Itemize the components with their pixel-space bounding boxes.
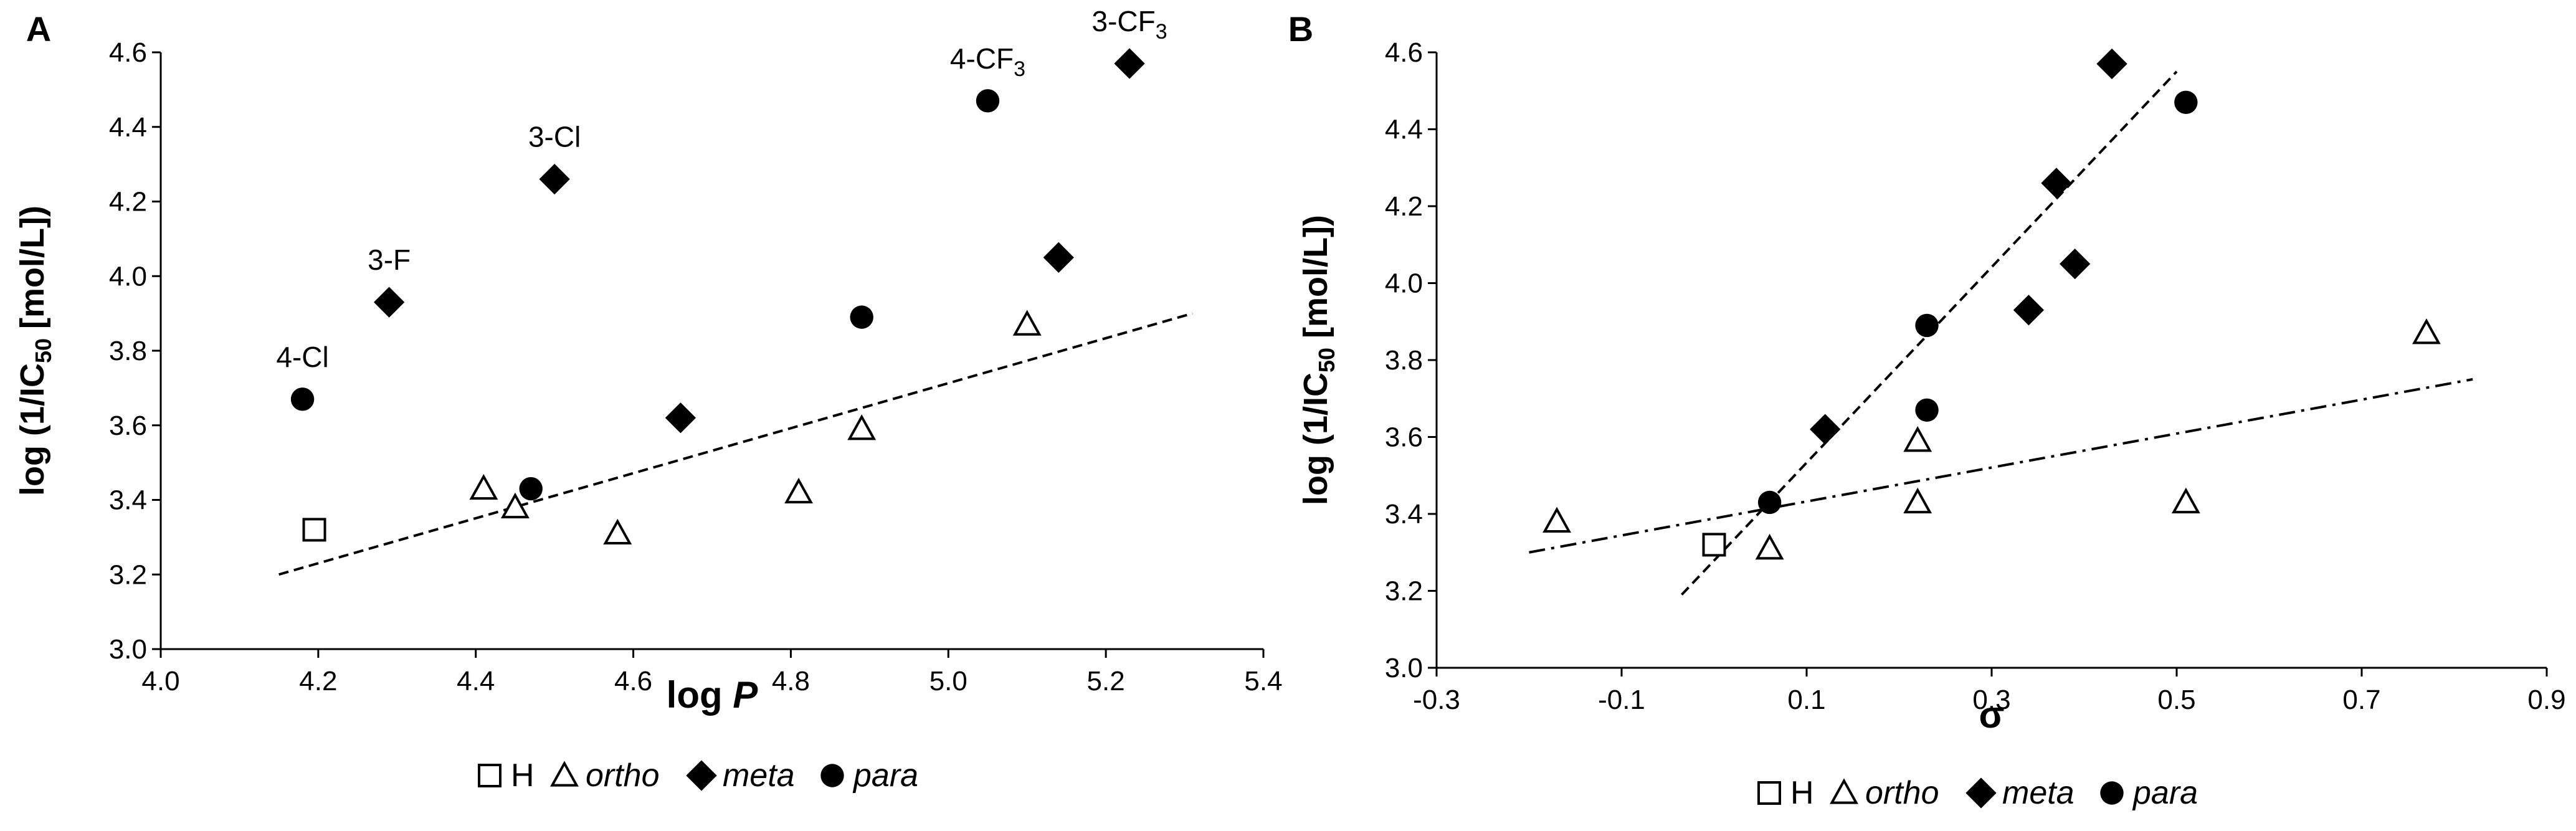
legend-label: H [1790,775,1814,811]
legend-label: ortho [586,757,660,794]
legend-marker-para [820,764,844,787]
legend-label: para [2132,775,2198,811]
y-tick-label: 3.0 [1385,653,1423,683]
x-tick-label: 4.6 [614,666,652,696]
point-meta [1810,414,1841,445]
point-annotation: 3-F [368,244,411,276]
legend-marker-meta [686,760,717,791]
x-tick-label: 0.5 [2157,685,2195,715]
x-tick-label: 5.0 [929,666,967,696]
y-tick-label: 4.6 [109,37,147,68]
y-tick-label: 3.2 [1385,576,1423,607]
x-tick-label: -0.3 [1413,685,1460,715]
point-meta [1114,48,1145,79]
point-ortho [1903,426,1932,452]
point-para [290,387,315,411]
legend-label: H [511,757,535,794]
point-H [302,518,326,542]
point-meta [2096,48,2127,80]
point-meta [665,402,696,434]
legend-marker-H [478,764,501,787]
legend-label: meta [2002,775,2075,811]
point-ortho [784,477,814,504]
y-tick-label: 3.6 [109,411,147,441]
point-ortho [1755,533,1784,560]
x-tick-label: 0.1 [1787,685,1825,715]
x-tick-label: 0.7 [2342,685,2380,715]
point-meta [2041,168,2072,199]
fit-line-dashdot [1529,378,2473,554]
point-meta [373,287,405,318]
point-ortho [1542,506,1571,533]
point-para [850,305,873,329]
x-tick-label: -0.1 [1598,685,1645,715]
panel-a: A 3.0 3.2 3.4 3.6 3.8 4.0 4.2 4.4 4.6 4.0 4.2 4.4 4.6… [14,5,1283,794]
x-tick-label: 5.2 [1087,666,1125,696]
panel-label: A [26,9,51,49]
point-annotation: 3-Cl [528,121,581,153]
point-ortho [2412,318,2441,344]
legend-label: ortho [1865,775,1939,811]
x-tick-label: 4.8 [772,666,810,696]
x-tick-label: 4.0 [141,666,179,696]
point-meta [2060,248,2091,280]
point-ortho [1012,310,1042,336]
x-axis-label: σ [1979,694,2004,736]
x-tick-label: 0.9 [2527,685,2565,715]
y-tick-label: 3.0 [109,634,147,665]
legend-marker-H [1757,781,1781,805]
y-axis-label: log (1/IC50 [mol/L]) [1297,215,1339,505]
x-axis-label: log P [667,674,759,716]
y-tick-label: 4.0 [109,261,147,292]
point-para [976,89,1000,113]
point-ortho [1903,487,1932,514]
x-tick-label: 5.4 [1244,666,1282,696]
y-tick-label: 3.8 [1385,345,1423,376]
point-ortho [500,492,530,519]
legend-marker-meta [1965,777,1997,809]
panel-label: B [1288,9,1313,49]
legend-marker-para [2100,781,2124,805]
point-annotation: 4-Cl [276,341,328,373]
y-tick-label: 3.4 [1385,499,1423,529]
legend-marker-ortho [550,761,579,787]
point-H [1702,533,1726,557]
legend-label: meta [723,757,795,794]
point-para [1915,398,1939,422]
x-tick-label: 4.4 [457,666,495,696]
x-tick-label: 0.3 [1972,685,2010,715]
y-tick-label: 3.8 [109,336,147,366]
y-tick-label: 4.4 [109,112,147,143]
y-tick-label: 4.4 [1385,115,1423,145]
y-tick-label: 4.0 [1385,268,1423,299]
point-ortho [2171,487,2200,514]
y-tick-label: 3.6 [1385,422,1423,453]
point-para [2174,90,2198,114]
point-para [519,477,543,501]
point-meta [539,163,570,195]
y-tick-label: 3.4 [109,485,147,516]
x-tick-label: 4.2 [299,666,337,696]
fit-line-dashed [278,312,1193,576]
point-annotation: 3-CF3 [1091,5,1167,44]
y-tick-label: 3.2 [109,559,147,590]
legend-label: para [852,757,918,794]
legend-marker-ortho [1830,778,1858,804]
point-annotation: 4-CF3 [950,42,1025,81]
y-axis-label: log (1/IC50 [mol/L]) [14,206,56,496]
y-tick-label: 4.2 [109,187,147,217]
point-para [1757,490,1782,515]
point-meta [1043,242,1074,273]
point-ortho [603,518,632,545]
point-para [1915,313,1939,338]
panel-b: B 3.0 3.2 3.4 3.6 3.8 4.0 4.2 4.4 4.6 -0.3 -0.1 0.1 0… [1288,9,2566,811]
point-ortho [469,473,498,500]
y-tick-label: 4.6 [1385,37,1423,68]
point-ortho [847,414,877,440]
point-meta [2013,295,2045,326]
y-tick-label: 4.2 [1385,191,1423,222]
